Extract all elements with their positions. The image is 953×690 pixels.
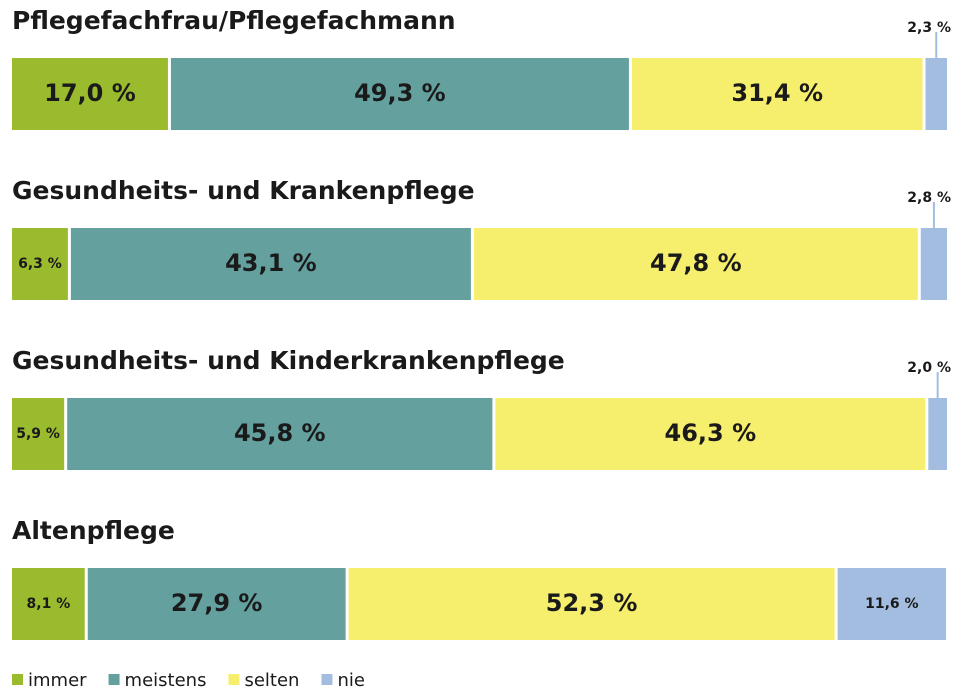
legend-label: meistens [125, 670, 207, 690]
bar-segment [12, 58, 168, 130]
legend-label: immer [28, 670, 87, 690]
bar-segment [473, 228, 918, 300]
value-label: 45,8 % [234, 419, 326, 447]
legend-swatch [321, 674, 333, 685]
bar-segment [87, 568, 346, 640]
bar-segment [631, 58, 923, 130]
legend-label: selten [244, 670, 299, 690]
group-title: Altenpflege [12, 516, 175, 545]
value-label: 5,9 % [16, 426, 60, 442]
value-label: 43,1 % [225, 249, 317, 277]
value-label: 2,0 % [907, 360, 951, 376]
value-label: 52,3 % [546, 589, 638, 617]
legend-swatch [12, 674, 23, 685]
bar-segment [925, 58, 947, 130]
bar-segment [70, 228, 471, 300]
bar-segment [928, 398, 947, 470]
value-label: 31,4 % [731, 79, 823, 107]
bar-segment [495, 398, 926, 470]
value-label: 2,3 % [907, 20, 951, 36]
value-label: 17,0 % [44, 79, 136, 107]
legend-label: nie [337, 670, 364, 690]
legend-swatch [108, 674, 120, 685]
bar-segment [170, 58, 629, 130]
bar-segment [12, 398, 65, 470]
value-label: 27,9 % [171, 589, 263, 617]
bar-segment [920, 228, 947, 300]
bar-segment [12, 568, 85, 640]
legend-swatch [228, 674, 240, 685]
value-label: 46,3 % [665, 419, 757, 447]
value-label: 6,3 % [18, 256, 62, 272]
group-title: Gesundheits- und Krankenpflege [12, 176, 475, 205]
value-label: 11,6 % [865, 596, 918, 612]
value-label: 47,8 % [650, 249, 742, 277]
value-label: 49,3 % [354, 79, 446, 107]
value-label: 8,1 % [27, 596, 71, 612]
bar-segment [12, 228, 68, 300]
group-title: Gesundheits- und Kinderkrankenpflege [12, 346, 565, 375]
group-title: Pflegefachfrau/Pflegefachmann [12, 6, 456, 35]
bar-segment [837, 568, 947, 640]
bar-segment [348, 568, 835, 640]
bar-segment [67, 398, 493, 470]
value-label: 2,8 % [907, 190, 951, 206]
